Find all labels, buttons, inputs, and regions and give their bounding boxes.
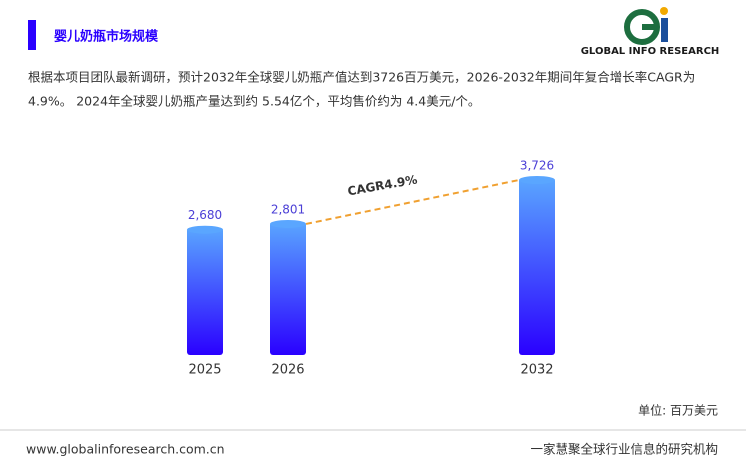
logo-mark [660,7,668,15]
unit-label: 单位: 百万美元 [638,403,718,418]
bar [519,178,555,355]
bar [187,227,223,355]
footer-website: www.globalinforesearch.com.cn [26,442,225,457]
x-tick-label: 2026 [271,363,304,378]
x-tick-label: 2032 [520,363,553,378]
logo-mark [642,24,657,30]
bar-cap [270,219,306,228]
bar [270,221,306,355]
bar-cap [519,176,555,184]
logo-mark [661,18,668,42]
x-tick-label: 2025 [188,363,221,378]
page-title: 婴儿奶瓶市场规模 [54,29,159,45]
logo: GLOBAL INFO RESEARCH [581,7,720,57]
cagr-line [305,179,520,225]
bar-cap [187,225,223,234]
logo-text: GLOBAL INFO RESEARCH [581,46,720,57]
value-label: 2,680 [188,208,222,222]
value-label: 3,726 [520,159,554,173]
cagr-label: CAGR4.9% [346,172,418,198]
description-line: 4.9%。 2024年全球婴儿奶瓶产量达到约 5.54亿个，平均售价约为 4.4… [28,94,480,109]
value-label: 2,801 [271,202,305,216]
footer-slogan: 一家慧聚全球行业信息的研究机构 [530,442,718,457]
plot: 2,680 2025 2,801 2026 3,726 2032 CAGR4.9% [187,159,555,378]
title-accent [28,20,36,50]
description-line: 根据本项目团队最新调研，预计2032年全球婴儿奶瓶产值达到3726百万美元，20… [28,70,695,85]
